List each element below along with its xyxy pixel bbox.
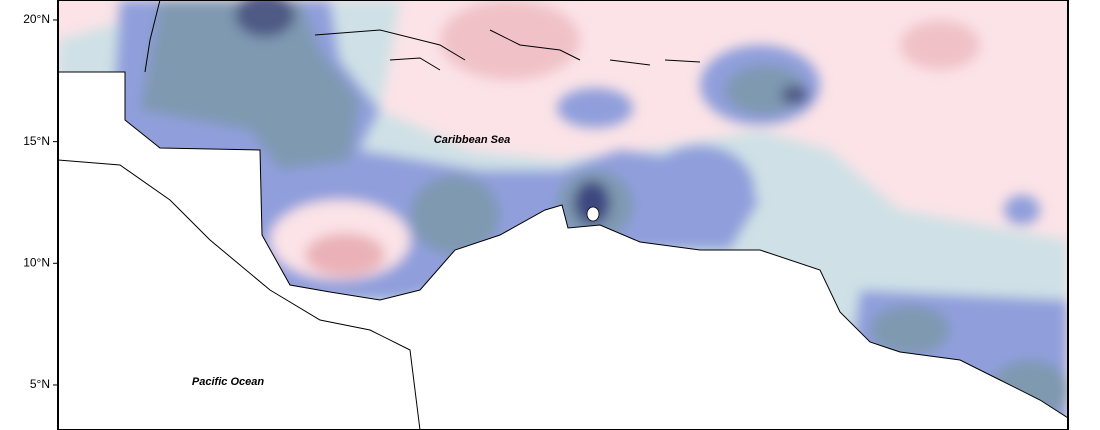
anomaly-field <box>58 0 1068 430</box>
sea-label: Caribbean Sea <box>434 134 510 146</box>
lat-tick-label: 10°N <box>23 255 50 269</box>
map-frame <box>57 0 1069 430</box>
ocean-label: Pacific Ocean <box>192 376 264 388</box>
lat-tick-label: 5°N <box>30 377 50 391</box>
lat-tick-label: 15°N <box>23 134 50 148</box>
lat-tick-label: 20°N <box>23 12 50 26</box>
